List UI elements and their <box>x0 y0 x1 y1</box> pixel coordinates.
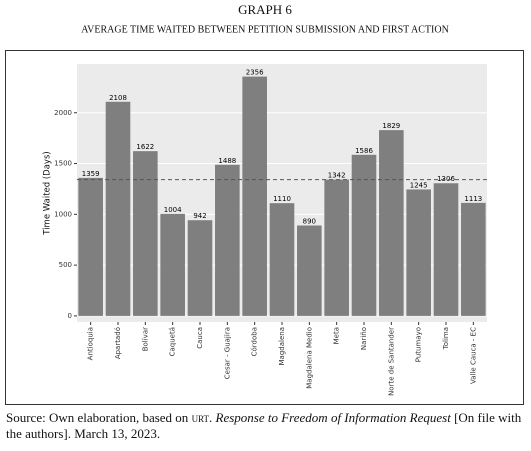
x-tick-label: Valle Cauca - EC <box>469 327 477 384</box>
x-tick-label: Magdalena <box>278 327 286 365</box>
y-tick-label: 2000 <box>54 109 72 117</box>
x-tick-label: Caquetá <box>169 327 177 356</box>
data-label: 1829 <box>382 122 400 130</box>
data-label: 1488 <box>218 157 236 165</box>
chart: GRAPH 6 AVERAGE TIME WAITED BETWEEN PETI… <box>5 2 524 405</box>
y-tick-label: 500 <box>59 261 72 269</box>
source-note: Source: Own elaboration, based on URT. R… <box>6 410 522 441</box>
y-tick-label: 1500 <box>54 160 72 168</box>
bar <box>133 151 158 316</box>
bar <box>215 164 240 316</box>
bar <box>461 202 486 316</box>
y-tick-label: 1000 <box>54 210 72 218</box>
bar <box>78 177 103 316</box>
data-label: 1622 <box>136 143 154 151</box>
source-title: Response to Freedom of Information Reque… <box>215 410 451 425</box>
bar <box>406 189 431 316</box>
x-tick-label: Putumayo <box>415 327 423 362</box>
x-tick-label: Tolima <box>442 327 450 350</box>
bar <box>269 203 295 316</box>
data-label: 1004 <box>164 206 182 214</box>
frame <box>5 50 524 405</box>
data-label: 2356 <box>246 69 264 77</box>
bar <box>351 154 377 316</box>
bar <box>105 101 131 316</box>
source-prefix: Source: Own elaboration, based on <box>6 410 189 425</box>
data-label: 1306 <box>437 175 455 183</box>
bar <box>187 220 213 316</box>
x-tick-label: Córdoba <box>251 327 259 356</box>
bar <box>297 225 322 316</box>
bar <box>379 130 404 316</box>
x-tick-label: Apartadó <box>114 327 122 359</box>
x-tick-label: Meta <box>333 327 341 344</box>
y-tick-label: 0 <box>68 312 72 320</box>
chart-title: GRAPH 6 <box>238 2 292 17</box>
x-tick-label: Magdalena Medio <box>305 327 313 389</box>
x-tick-label: Norte de Santander <box>387 327 395 396</box>
data-label: 2108 <box>109 94 127 102</box>
data-label: 1245 <box>410 181 428 189</box>
x-tick-label: Cesar - Guajira <box>223 327 231 379</box>
data-label: 1342 <box>328 172 346 180</box>
bar <box>433 183 459 316</box>
data-label: 942 <box>193 212 206 220</box>
x-tick-label: Cauca <box>196 327 204 349</box>
source-suffix: [On file with the authors]. March 13, 20… <box>6 410 522 441</box>
data-label: 1110 <box>273 195 291 203</box>
x-tick-label: Bolívar <box>141 327 149 351</box>
data-label: 890 <box>303 218 316 226</box>
source-org: URT <box>191 410 210 425</box>
x-tick-label: Nariño <box>360 327 368 350</box>
chart-subtitle: AVERAGE TIME WAITED BETWEEN PETITION SUB… <box>81 24 449 35</box>
data-label: 1586 <box>355 147 373 155</box>
bar <box>160 213 185 316</box>
x-tick-label: Antioquia <box>87 327 95 360</box>
data-label: 1359 <box>82 170 100 178</box>
bar <box>242 76 267 316</box>
data-label: 1113 <box>464 195 482 203</box>
bar <box>324 179 349 316</box>
y-axis-title: Time Waited (Days) <box>43 151 53 235</box>
